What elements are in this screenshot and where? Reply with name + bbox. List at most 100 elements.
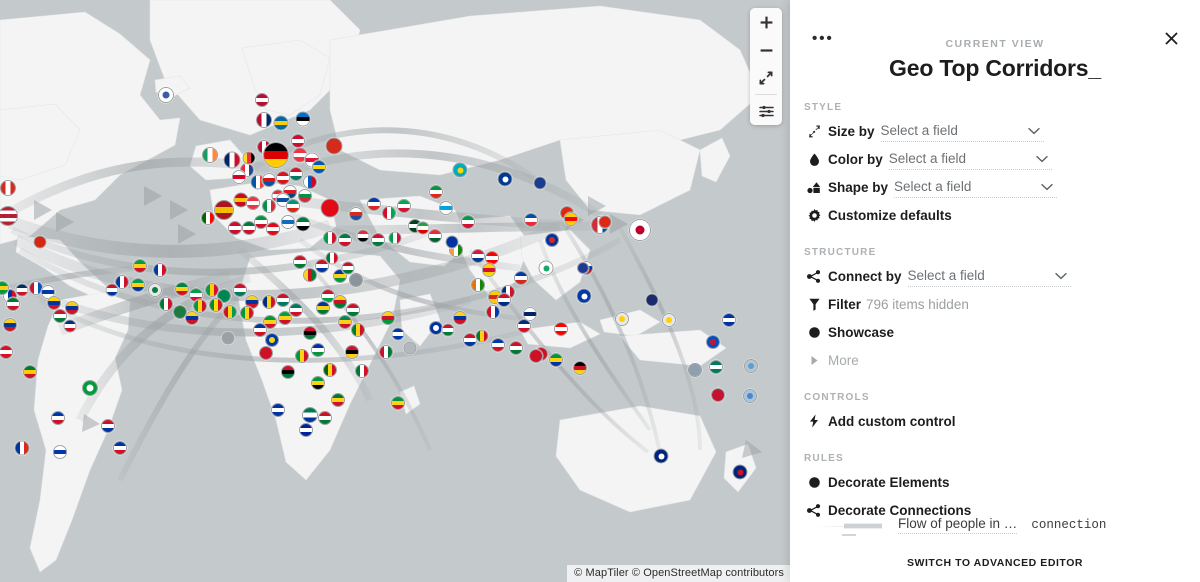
map-node[interactable]: [281, 365, 295, 379]
legend-field-value[interactable]: Flow of people in …: [898, 516, 1018, 534]
map-node[interactable]: [291, 134, 305, 148]
map-node[interactable]: [256, 112, 272, 128]
kebab-menu-icon[interactable]: •••: [812, 30, 834, 47]
map-node[interactable]: [259, 346, 273, 360]
map-node[interactable]: [461, 215, 475, 229]
map-node[interactable]: [356, 229, 370, 243]
row-add-custom-control[interactable]: Add custom control: [804, 409, 1200, 433]
map-node[interactable]: [482, 263, 496, 277]
map-node[interactable]: [524, 213, 538, 227]
map-node[interactable]: [148, 283, 162, 297]
map-node[interactable]: [278, 311, 292, 325]
map-node[interactable]: [529, 349, 543, 363]
map-node[interactable]: [497, 171, 513, 187]
map-node[interactable]: [598, 215, 612, 229]
map-node[interactable]: [391, 327, 405, 341]
map-node[interactable]: [338, 315, 352, 329]
map-node[interactable]: [263, 142, 289, 168]
map-node[interactable]: [688, 363, 702, 377]
map-node[interactable]: [323, 363, 337, 377]
map-node[interactable]: [312, 160, 326, 174]
map-node[interactable]: [65, 301, 79, 315]
map-node[interactable]: [246, 196, 260, 210]
map-node[interactable]: [573, 361, 587, 375]
map-node[interactable]: [289, 167, 303, 181]
map-node[interactable]: [233, 283, 247, 297]
map-node[interactable]: [295, 111, 311, 127]
expand-arrows-icon[interactable]: [750, 64, 782, 92]
map-node[interactable]: [355, 364, 369, 378]
sliders-icon[interactable]: [750, 97, 782, 125]
map-node[interactable]: [379, 345, 393, 359]
map-node[interactable]: [321, 289, 335, 303]
map-node[interactable]: [303, 326, 317, 340]
map-node[interactable]: [113, 441, 127, 455]
row-size-by[interactable]: Size by Select a field: [804, 119, 1200, 143]
map-node[interactable]: [276, 293, 290, 307]
map-node[interactable]: [538, 260, 554, 276]
map-node[interactable]: [193, 299, 207, 313]
map-node[interactable]: [453, 311, 467, 325]
map-node[interactable]: [497, 293, 511, 307]
zoom-out-button[interactable]: [750, 36, 782, 64]
row-color-by[interactable]: Color by Select a field: [804, 147, 1200, 171]
map-node[interactable]: [233, 192, 249, 208]
map-node[interactable]: [576, 288, 592, 304]
map-node[interactable]: [315, 259, 329, 273]
map-node[interactable]: [732, 464, 748, 480]
map-node[interactable]: [325, 251, 339, 265]
map-node[interactable]: [323, 231, 337, 245]
map-node[interactable]: [545, 233, 559, 247]
map-node[interactable]: [175, 282, 189, 296]
map-node[interactable]: [205, 283, 219, 297]
map-node[interactable]: [662, 313, 676, 327]
row-connect-by[interactable]: Connect by Select a field: [804, 264, 1200, 288]
map-node[interactable]: [615, 312, 629, 326]
map-node[interactable]: [253, 323, 267, 337]
map-node[interactable]: [221, 331, 235, 345]
map-node[interactable]: [263, 315, 277, 329]
map-node[interactable]: [63, 319, 77, 333]
map-node[interactable]: [345, 345, 359, 359]
map-node[interactable]: [271, 403, 285, 417]
map-node[interactable]: [82, 380, 98, 396]
map-node[interactable]: [153, 263, 167, 277]
map-node[interactable]: [209, 298, 223, 312]
map-node[interactable]: [371, 233, 385, 247]
map-node[interactable]: [265, 333, 279, 347]
map-node[interactable]: [266, 222, 280, 236]
map-node[interactable]: [316, 301, 330, 315]
map-node[interactable]: [223, 151, 241, 169]
map-node[interactable]: [709, 360, 723, 374]
map-node[interactable]: [295, 349, 309, 363]
map-node[interactable]: [51, 411, 65, 425]
map-node[interactable]: [549, 353, 563, 367]
map-node[interactable]: [0, 206, 18, 226]
map-node[interactable]: [381, 311, 395, 325]
map-node[interactable]: [242, 151, 256, 165]
row-customize-defaults[interactable]: Customize defaults: [804, 203, 1200, 227]
map-node[interactable]: [744, 359, 758, 373]
map-node[interactable]: [382, 206, 396, 220]
map-node[interactable]: [289, 303, 303, 317]
page-title[interactable]: Geo Top Corridors_: [889, 55, 1101, 81]
map-node[interactable]: [517, 319, 531, 333]
map-node[interactable]: [629, 219, 651, 241]
map-node[interactable]: [0, 345, 13, 359]
field-select[interactable]: Select a field: [894, 177, 1058, 198]
map-node[interactable]: [471, 249, 485, 263]
map-node[interactable]: [320, 198, 340, 218]
close-icon[interactable]: [1162, 29, 1180, 47]
map-node[interactable]: [201, 211, 215, 225]
map-node[interactable]: [23, 365, 37, 379]
map-node[interactable]: [441, 323, 455, 337]
map-node[interactable]: [105, 283, 119, 297]
map-node[interactable]: [3, 318, 17, 332]
map-node[interactable]: [523, 307, 537, 321]
map-node[interactable]: [262, 199, 276, 213]
field-select[interactable]: Select a field: [907, 266, 1071, 287]
map-node[interactable]: [6, 297, 20, 311]
map-node[interactable]: [429, 321, 443, 335]
map-node[interactable]: [486, 305, 500, 319]
map-node[interactable]: [333, 295, 347, 309]
